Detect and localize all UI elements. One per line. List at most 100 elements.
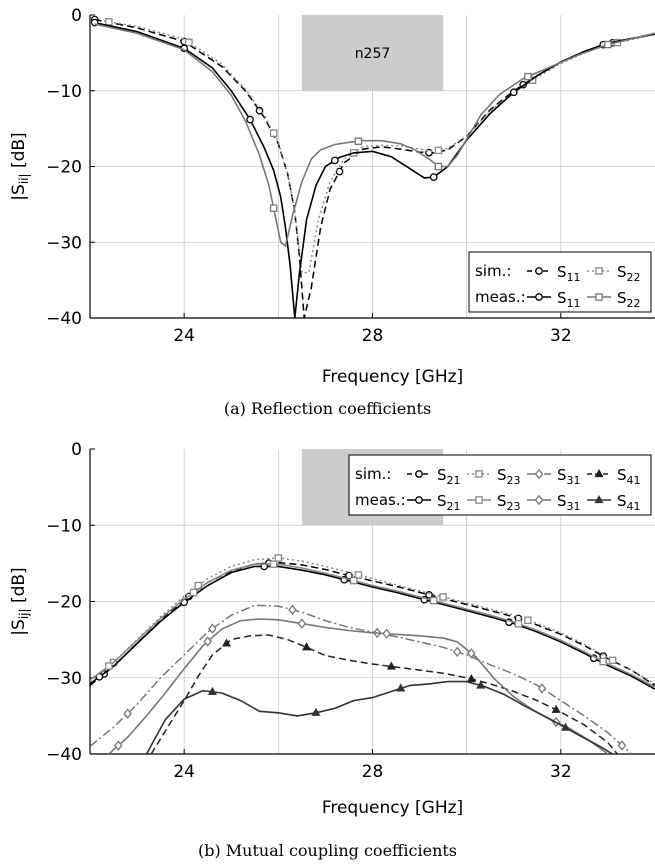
series-meas-s22-marker-a: [354, 137, 363, 145]
series-meas-s31-marker-b: [382, 628, 391, 639]
grid-a: [90, 15, 655, 318]
series-meas-s31-marker-b: [114, 740, 123, 751]
legend-meas-s31-label: S31: [557, 492, 581, 513]
y-tick-label-b: 0: [71, 440, 82, 460]
legend-sim-s22-marker: [595, 267, 603, 275]
series-sim-s23-marker-b: [439, 593, 447, 601]
series-meas-s22-marker-a: [434, 162, 443, 171]
y-axis-label-a: |Sii| [dB]: [9, 132, 31, 200]
series-meas-s23-marker-b: [269, 560, 278, 568]
series-meas-s23-marker-b: [349, 576, 358, 585]
legend-meas-s22-label: S22: [617, 289, 641, 310]
y-tick-label-a: −20: [46, 158, 82, 178]
series-sim-s23-marker-b: [524, 616, 532, 625]
series-sim-s41-marker-b: [466, 673, 476, 683]
caption-b: (b) Mutual coupling coefficients: [197, 841, 458, 860]
legend-row-label: meas.:: [355, 491, 406, 509]
series-meas-s31-marker-b: [467, 648, 476, 659]
x-axis-label-b: Frequency [GHz]: [322, 798, 463, 818]
legend-sim-s41-label: S41: [617, 466, 641, 487]
series-sim-s31-marker-b: [453, 646, 462, 658]
series-meas-s31-marker-b: [203, 636, 212, 647]
legend-sim-s11-label: S11: [557, 263, 581, 284]
y-tick-label-a: 0: [71, 6, 82, 26]
y-tick-label-b: −10: [46, 516, 82, 536]
series-meas-s41-marker-b: [311, 707, 321, 716]
series-meas-s11-marker-a: [429, 173, 438, 181]
series-meas-s22-marker-a: [604, 40, 612, 49]
legend-sim-s31-label: S31: [557, 466, 581, 487]
series-sim-s21-marker-b: [425, 590, 433, 599]
series-sim-s31-marker-b: [617, 740, 627, 751]
legend-sim-s23-marker: [475, 470, 483, 478]
legend-sim-s21-marker: [415, 470, 423, 478]
legend-meas-s23-marker: [475, 496, 483, 504]
series-sim-s41-marker-b: [386, 661, 396, 670]
series-sim-s41-marker-b: [221, 638, 232, 647]
series-sim-s23-marker-b: [274, 554, 283, 562]
series-sim-s31-marker-b: [123, 708, 132, 719]
x-tick-label-b: 28: [362, 762, 384, 782]
legend-sim-s41-marker: [594, 468, 604, 478]
series-sim-s41-marker-b: [302, 642, 312, 651]
series-meas-s23-line-b: [90, 563, 655, 688]
legend-row-label: sim.:: [355, 465, 391, 483]
x-tick-label-a: 24: [173, 326, 195, 346]
series-meas-s23-marker-b: [514, 620, 523, 628]
legend-row-label: sim.:: [475, 262, 511, 280]
series-meas-s11-marker-a: [509, 88, 518, 97]
series-meas-s41-marker-b: [207, 686, 217, 695]
series-sim-s22-marker-a: [434, 146, 443, 155]
series-meas-s23-marker-b: [599, 657, 607, 666]
series-sim-s41-line-b: [150, 634, 618, 754]
y-tick-label-a: −40: [46, 309, 82, 329]
series-meas-s23-marker-b: [429, 596, 438, 605]
series-meas-s11-marker-a: [246, 115, 254, 124]
series-sim-s31-marker-b: [537, 683, 547, 694]
legend-meas-s41-label: S41: [617, 492, 641, 513]
caption-a: (a) Reflection coefficients: [223, 399, 432, 418]
x-tick-label-a: 32: [550, 326, 572, 346]
series-meas-s41-marker-b: [560, 722, 571, 731]
legend-meas-s23-label: S23: [497, 492, 521, 513]
series-sim-s23-marker-b: [608, 656, 617, 665]
legend-meas-s21-marker: [415, 496, 423, 504]
y-tick-label-b: −40: [46, 745, 82, 765]
legend-row-label: meas.:: [475, 288, 526, 306]
legend-meas-s31-marker: [534, 494, 544, 506]
x-tick-label-b: 32: [550, 762, 572, 782]
plot-area-b: [90, 554, 655, 754]
x-tick-label-b: 24: [173, 762, 195, 782]
y-tick-label-a: −30: [46, 233, 82, 253]
series-sim-s31-line-b: [90, 604, 633, 754]
series-sim-s11-marker-a: [255, 106, 264, 115]
series-sim-s31-marker-b: [208, 623, 217, 634]
series-meas-s22-marker-a: [269, 204, 278, 212]
series-sim-s31-marker-b: [288, 604, 297, 615]
series-meas-s31-line-b: [108, 618, 609, 754]
series-sim-s22-marker-a: [269, 129, 278, 137]
series-sim-s41-marker-b: [551, 704, 561, 713]
legend-a: sim.: S11 S22 meas.: S11 S22: [468, 251, 652, 313]
series-meas-s23-marker-b: [105, 662, 113, 670]
legend-meas-s41-marker: [594, 494, 604, 504]
legend-sim-s23-label: S23: [497, 466, 521, 487]
series-sim-s23-marker-b: [354, 571, 363, 579]
x-axis-label-a: Frequency [GHz]: [322, 367, 463, 387]
legend-meas-s11-label: S11: [557, 289, 581, 310]
plot-area-a: [90, 15, 655, 318]
series-meas-s41-marker-b: [396, 683, 406, 692]
legend-meas-s11-marker: [535, 293, 543, 301]
series-sim-s22-marker-a: [105, 18, 113, 26]
series-meas-s23-marker-b: [189, 588, 198, 597]
y-tick-label-b: −20: [46, 593, 82, 613]
series-meas-s41-marker-b: [476, 680, 486, 689]
legend-sim-s11-marker: [535, 267, 543, 275]
legend-sim-s22-label: S22: [617, 263, 641, 284]
legend-sim-s21-label: S21: [437, 466, 461, 487]
legend-sim-s31-marker: [534, 468, 544, 480]
legend-b: sim.: S21 S23 S31 S41 meas.: S21 S23 S31 S41: [348, 454, 652, 516]
